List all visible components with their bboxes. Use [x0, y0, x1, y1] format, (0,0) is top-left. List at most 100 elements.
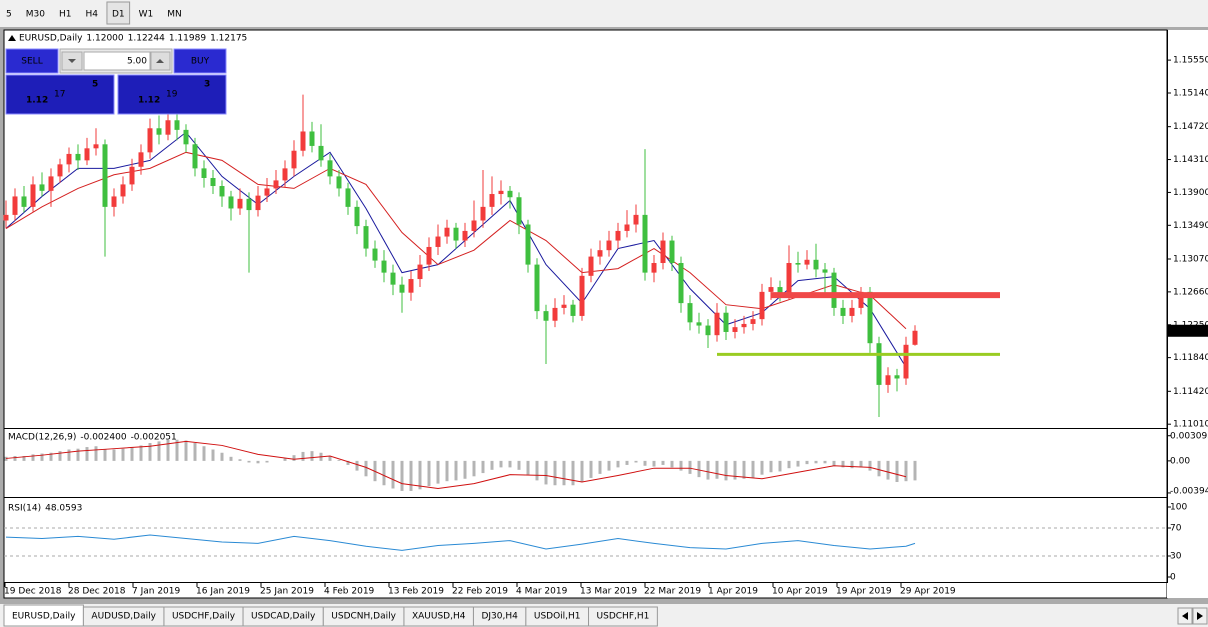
macd-bar	[904, 460, 908, 482]
timeframe-button[interactable]: M30	[26, 10, 45, 20]
chart-tab[interactable]	[588, 606, 658, 627]
x-tick-label: 22 Feb 2019	[452, 587, 508, 597]
macd-bar	[436, 460, 440, 484]
candle-body	[219, 186, 225, 197]
timeframe-active	[106, 1, 131, 25]
arrow-icon	[1182, 612, 1188, 620]
candle-body	[291, 150, 297, 169]
timeframe-button[interactable]: D1	[112, 10, 125, 20]
macd-bar	[229, 456, 233, 461]
macd-bar	[247, 460, 251, 463]
macd-bar	[598, 460, 602, 474]
candle-body	[426, 246, 432, 265]
candle-body	[669, 240, 675, 264]
toolbar-bg	[0, 0, 1208, 27]
macd-bar	[580, 460, 584, 482]
x-tick-label: 19 Dec 2018	[4, 587, 62, 597]
macd-bar	[346, 460, 350, 465]
candle-body	[714, 312, 720, 336]
candle-body	[12, 196, 18, 215]
candle-body	[165, 120, 171, 135]
price-pips: 17	[54, 90, 65, 100]
rsi-line	[5, 534, 916, 551]
volume-input[interactable]	[83, 51, 151, 71]
y-tick-label: 1.15550	[1173, 56, 1208, 66]
macd-bar	[895, 460, 899, 482]
macd-bar	[751, 460, 755, 478]
y-tick-label: 0.003095	[1170, 432, 1208, 442]
candle-body	[390, 272, 396, 285]
chart-tab-label: USDCAD,Daily	[251, 612, 316, 622]
candle-body	[741, 323, 747, 328]
timeframe-button[interactable]: H1	[59, 10, 72, 20]
candle-body	[822, 269, 828, 273]
macd-bar	[22, 456, 26, 461]
y-tick-label: 1.11840	[1173, 353, 1208, 363]
ask-price-box[interactable]	[117, 74, 227, 115]
candle-body	[300, 131, 306, 151]
y-tick-label: -0.003947	[1170, 487, 1208, 497]
y-tick-label: 30	[1170, 552, 1182, 562]
x-tick-label: 13 Feb 2019	[388, 587, 444, 597]
macd-bar	[625, 460, 629, 465]
x-tick-label: 10 Apr 2019	[772, 587, 828, 597]
sell-button[interactable]	[5, 48, 59, 74]
x-tick-label: 25 Jan 2019	[260, 587, 314, 597]
candle-body	[318, 145, 324, 161]
macd-bar	[715, 460, 719, 479]
y-tick-label: 70	[1170, 524, 1182, 534]
macd-bar	[508, 460, 512, 468]
candle-body	[84, 148, 90, 161]
macd-bar	[670, 460, 674, 468]
candle-body	[480, 206, 486, 221]
buy-button[interactable]	[173, 48, 227, 74]
x-tick-label: 16 Jan 2019	[196, 587, 250, 597]
candle-body	[786, 263, 792, 294]
timeframe-button[interactable]: 5	[6, 10, 12, 20]
macd-bar	[445, 460, 449, 482]
candle-body	[435, 236, 441, 247]
price-axis-bg	[1167, 30, 1208, 598]
y-tick-label: 0.00	[1170, 456, 1190, 466]
ohlc-value: 1.12244	[128, 34, 165, 44]
macd-bar	[85, 447, 89, 461]
candle-body	[120, 184, 126, 197]
y-tick-label: 1.13490	[1173, 221, 1208, 231]
macd-bar	[850, 460, 854, 469]
candle-body	[399, 284, 405, 293]
macd-bar	[616, 460, 620, 468]
macd-bar	[535, 460, 539, 481]
candle-body	[156, 128, 162, 135]
macd-bar	[796, 460, 800, 467]
candle-body	[129, 166, 135, 185]
macd-bar	[148, 443, 152, 461]
candle-body	[75, 153, 81, 161]
candle-body	[678, 263, 684, 304]
macd-bar	[4, 456, 8, 461]
candle-body	[750, 319, 756, 324]
macd-bar	[427, 460, 431, 487]
macd-bar	[130, 447, 134, 461]
candle-body	[498, 190, 504, 195]
y-tick-label: 1.14310	[1173, 155, 1208, 165]
macd-bar	[877, 460, 881, 477]
macd-bar	[742, 460, 746, 479]
macd-bar	[562, 460, 566, 486]
macd-bar	[355, 460, 359, 471]
timeframe-button[interactable]: W1	[139, 10, 154, 20]
macd-bar	[94, 446, 98, 461]
candle-body	[138, 152, 144, 167]
chart-tab-label: XAUUSD,H4	[412, 612, 466, 622]
macd-bar	[913, 460, 917, 481]
arrow-icon	[68, 59, 76, 63]
candle-body	[93, 144, 99, 149]
y-tick-label: 0	[1170, 573, 1176, 583]
macd-bar	[211, 449, 215, 461]
candle-body	[453, 227, 459, 241]
candle-body	[768, 287, 774, 292]
timeframe-button[interactable]: MN	[167, 10, 182, 20]
timeframe-button[interactable]: H4	[85, 10, 98, 20]
candle-body	[210, 177, 216, 187]
bid-price-box[interactable]	[5, 74, 115, 115]
